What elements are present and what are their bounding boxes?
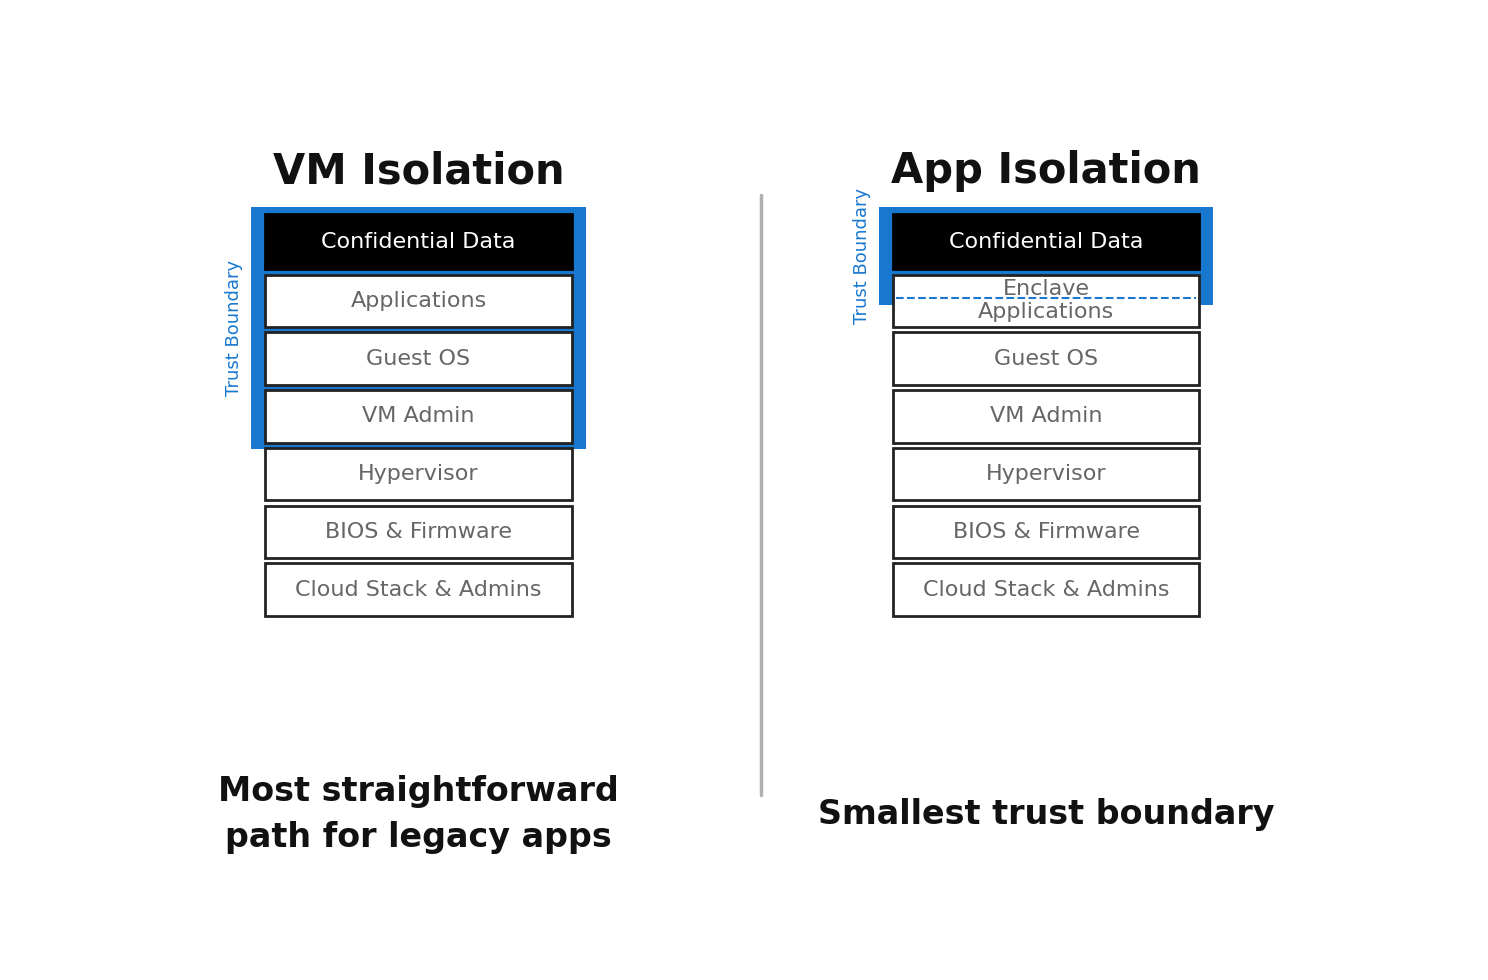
Text: Cloud Stack & Admins: Cloud Stack & Admins	[923, 579, 1170, 600]
Text: Applications: Applications	[350, 291, 487, 311]
Text: App Isolation: App Isolation	[891, 151, 1201, 192]
Text: VM Admin: VM Admin	[362, 407, 475, 426]
Text: VM Admin: VM Admin	[990, 407, 1103, 426]
Text: BIOS & Firmware: BIOS & Firmware	[952, 522, 1140, 542]
Text: Trust Boundary: Trust Boundary	[853, 188, 870, 324]
Bar	[893, 274, 1199, 327]
Bar	[265, 274, 571, 327]
Bar	[879, 207, 1213, 305]
Bar	[265, 390, 571, 443]
Bar	[265, 506, 571, 558]
Text: Cloud Stack & Admins: Cloud Stack & Admins	[295, 579, 542, 600]
Bar	[893, 214, 1199, 270]
Bar	[893, 564, 1199, 615]
Bar	[893, 390, 1199, 443]
Text: VM Isolation: VM Isolation	[272, 151, 564, 192]
Text: Most straightforward
path for legacy apps: Most straightforward path for legacy app…	[219, 775, 619, 854]
Bar	[265, 214, 571, 270]
Text: Confidential Data: Confidential Data	[949, 231, 1143, 252]
Bar	[893, 448, 1199, 500]
Text: Trust Boundary: Trust Boundary	[226, 260, 244, 396]
Text: Hypervisor: Hypervisor	[359, 465, 479, 484]
Text: Confidential Data: Confidential Data	[321, 231, 516, 252]
Text: Guest OS: Guest OS	[366, 349, 470, 368]
Bar	[265, 332, 571, 385]
Bar	[265, 448, 571, 500]
Text: BIOS & Firmware: BIOS & Firmware	[324, 522, 512, 542]
Bar	[893, 506, 1199, 558]
Text: Smallest trust boundary: Smallest trust boundary	[818, 798, 1275, 831]
Text: Enclave
Applications: Enclave Applications	[978, 279, 1115, 322]
Bar	[265, 564, 571, 615]
Text: Hypervisor: Hypervisor	[987, 465, 1107, 484]
Text: Guest OS: Guest OS	[994, 349, 1098, 368]
Bar	[893, 332, 1199, 385]
Bar	[251, 207, 585, 450]
